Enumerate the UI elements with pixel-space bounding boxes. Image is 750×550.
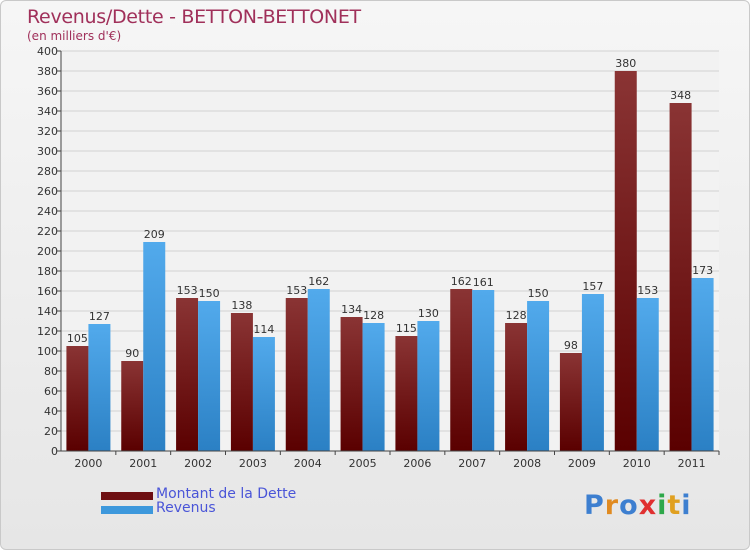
bar-debt <box>285 298 308 451</box>
data-label-debt: 348 <box>670 89 691 102</box>
y-tick-label: 200 <box>37 245 58 258</box>
data-label-revenue: 153 <box>637 284 658 297</box>
x-tick-label: 2009 <box>568 457 596 470</box>
data-label-debt: 153 <box>286 284 307 297</box>
y-tick-label: 100 <box>37 345 58 358</box>
bar-revenue <box>581 294 604 451</box>
logo-letter: o <box>619 490 639 521</box>
y-tick-label: 220 <box>37 225 58 238</box>
bar-debt <box>121 361 144 451</box>
data-label-revenue: 130 <box>418 307 439 320</box>
bar-revenue <box>527 301 550 451</box>
data-label-revenue: 157 <box>582 280 603 293</box>
bar-debt <box>230 313 253 451</box>
bar-revenue <box>198 301 221 451</box>
x-tick-label: 2010 <box>623 457 651 470</box>
y-tick-label: 400 <box>37 45 58 58</box>
data-label-revenue: 150 <box>528 287 549 300</box>
bar-revenue <box>417 321 440 451</box>
bar-debt <box>450 289 473 451</box>
data-label-revenue: 209 <box>144 228 165 241</box>
logo-letter: r <box>604 490 620 521</box>
bar-debt <box>669 103 692 451</box>
y-tick-label: 380 <box>37 65 58 78</box>
bar-debt <box>559 353 582 451</box>
x-tick-label: 2002 <box>184 457 212 470</box>
x-tick-label: 2000 <box>74 457 102 470</box>
bar-debt <box>66 346 89 451</box>
x-tick-label: 2006 <box>403 457 431 470</box>
bar-revenue <box>362 323 385 451</box>
bar-revenue <box>143 242 166 451</box>
y-tick-label: 240 <box>37 205 58 218</box>
proxiti-logo: Proxiti <box>584 490 692 521</box>
y-tick-label: 320 <box>37 125 58 138</box>
chart-title: Revenus/Dette - BETTON-BETTONET <box>27 6 361 28</box>
data-label-debt: 134 <box>341 303 362 316</box>
data-label-revenue: 162 <box>308 275 329 288</box>
data-label-revenue: 128 <box>363 309 384 322</box>
y-tick-label: 20 <box>44 425 58 438</box>
logo-letter: x <box>638 490 658 521</box>
data-label-debt: 153 <box>177 284 198 297</box>
y-tick-label: 0 <box>51 445 58 458</box>
bar-debt <box>505 323 528 451</box>
data-label-revenue: 114 <box>253 323 274 336</box>
x-tick-label: 2001 <box>129 457 157 470</box>
chart-subtitle: (en milliers d'€) <box>27 29 122 43</box>
bar-debt <box>395 336 418 451</box>
legend-label-revenue: Revenus <box>156 500 216 516</box>
y-tick-label: 280 <box>37 165 58 178</box>
y-tick-label: 120 <box>37 325 58 338</box>
data-label-debt: 115 <box>396 322 417 335</box>
y-tick-label: 340 <box>37 105 58 118</box>
logo-letter: P <box>584 490 605 521</box>
x-tick-label: 2005 <box>349 457 377 470</box>
bar-debt <box>340 317 363 451</box>
legend-swatch-debt <box>101 492 153 500</box>
data-label-debt: 138 <box>231 299 252 312</box>
x-tick-label: 2003 <box>239 457 267 470</box>
data-label-revenue: 161 <box>473 276 494 289</box>
data-label-debt: 162 <box>451 275 472 288</box>
x-tick-label: 2011 <box>678 457 706 470</box>
bar-revenue <box>252 337 275 451</box>
legend-label-debt: Montant de la Dette <box>156 486 297 502</box>
legend-swatch-revenue <box>101 506 153 514</box>
x-tick-label: 2008 <box>513 457 541 470</box>
bar-debt <box>176 298 199 451</box>
x-tick-label: 2007 <box>458 457 486 470</box>
y-tick-label: 180 <box>37 265 58 278</box>
data-label-debt: 105 <box>67 332 88 345</box>
data-label-revenue: 150 <box>199 287 220 300</box>
y-tick-label: 140 <box>37 305 58 318</box>
data-label-revenue: 127 <box>89 310 110 323</box>
y-tick-label: 260 <box>37 185 58 198</box>
y-tick-label: 60 <box>44 385 58 398</box>
logo-letter: i <box>681 490 692 521</box>
y-tick-label: 360 <box>37 85 58 98</box>
logo-letter: i <box>657 490 668 521</box>
bar-revenue <box>691 278 714 451</box>
y-tick-label: 300 <box>37 145 58 158</box>
data-label-debt: 128 <box>506 309 527 322</box>
data-label-revenue: 173 <box>692 264 713 277</box>
x-tick-label: 2004 <box>294 457 322 470</box>
logo-letter: t <box>667 490 682 521</box>
bar-revenue <box>88 324 111 451</box>
data-label-debt: 98 <box>564 339 578 352</box>
y-tick-label: 40 <box>44 405 58 418</box>
bar-revenue <box>636 298 659 451</box>
data-label-debt: 380 <box>615 57 636 70</box>
data-label-debt: 90 <box>125 347 139 360</box>
bar-revenue <box>307 289 330 451</box>
bar-revenue <box>472 290 495 451</box>
bar-debt <box>614 71 637 451</box>
y-tick-label: 160 <box>37 285 58 298</box>
y-tick-label: 80 <box>44 365 58 378</box>
